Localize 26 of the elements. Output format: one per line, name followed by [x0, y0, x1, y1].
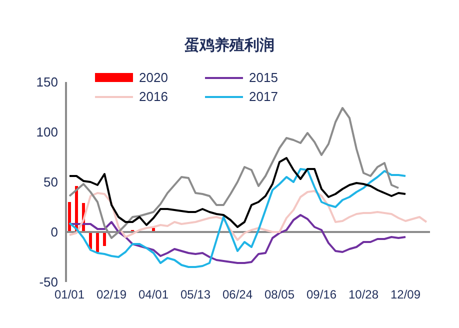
line-series: [68, 168, 406, 268]
x-tick-label: 12/09: [390, 288, 421, 302]
y-tick-label: 150: [36, 74, 58, 90]
x-tick-label: 06/24: [222, 288, 253, 302]
y-tick-label: 100: [36, 124, 58, 140]
x-tick-label: 09/16: [306, 288, 337, 302]
bar: [68, 202, 71, 232]
x-tick-label: 08/05: [264, 288, 295, 302]
x-tick-label: 04/01: [138, 288, 169, 302]
bar: [96, 232, 99, 252]
x-tick-label: 05/13: [180, 288, 211, 302]
y-tick-label: 0: [50, 224, 58, 240]
legend-label: 2020: [139, 70, 168, 85]
x-tick-label: 01/01: [54, 288, 85, 302]
bar: [103, 232, 106, 246]
x-tick-label: 10/28: [348, 288, 379, 302]
legend-label: 2017: [249, 89, 278, 104]
x-tick-label: 02/19: [96, 288, 127, 302]
legend-label: 2016: [139, 89, 168, 104]
line-series: [68, 214, 406, 264]
line-series: [68, 190, 428, 241]
line-series: [68, 157, 406, 228]
chart-title: 蛋鸡养殖利润: [184, 36, 276, 55]
y-tick-label: -50: [39, 274, 58, 290]
legend-label: 2015: [249, 70, 278, 85]
y-tick-label: 50: [44, 174, 58, 190]
